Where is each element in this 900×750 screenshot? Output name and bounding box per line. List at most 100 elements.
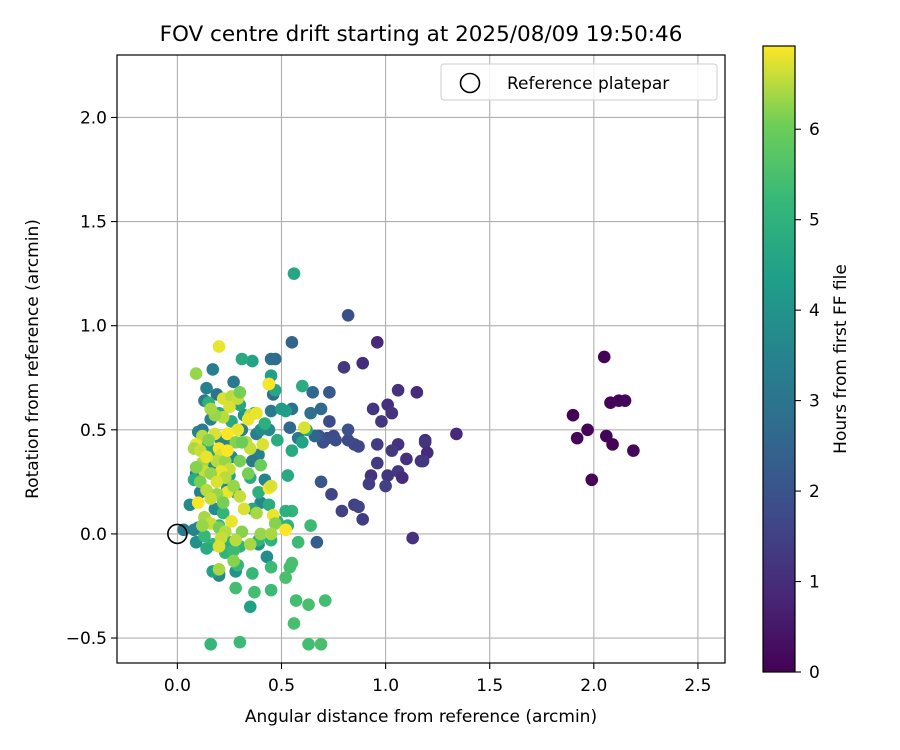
data-point — [337, 361, 351, 374]
data-point — [410, 386, 424, 399]
data-point — [258, 417, 272, 430]
data-point — [296, 379, 309, 393]
data-point — [289, 594, 303, 607]
data-point — [627, 444, 640, 457]
data-point — [262, 377, 276, 391]
data-point — [264, 479, 278, 493]
data-point — [606, 438, 619, 451]
data-point — [314, 637, 328, 651]
data-point — [406, 531, 419, 545]
legend-reference-marker — [459, 72, 481, 94]
data-point — [287, 617, 301, 630]
data-point — [221, 444, 234, 457]
y-axis-label: Rotation from reference (arcmin) — [23, 219, 43, 499]
colorbar-label: Hours from first FF file — [831, 264, 851, 454]
data-point — [279, 523, 292, 537]
data-point — [204, 637, 217, 651]
data-point — [225, 515, 238, 528]
data-point — [243, 600, 257, 614]
data-point — [231, 423, 245, 437]
data-point — [189, 367, 203, 380]
data-point — [329, 433, 342, 447]
data-point — [279, 504, 292, 518]
data-point — [229, 533, 242, 547]
data-point — [285, 336, 299, 349]
data-point — [264, 527, 278, 541]
data-point — [352, 500, 365, 514]
y-tick-label: 2.0 — [80, 108, 107, 128]
data-point — [395, 471, 409, 484]
x-tick-label: 0.0 — [164, 676, 191, 696]
data-point — [241, 413, 255, 426]
data-point — [400, 452, 413, 466]
data-point — [291, 535, 305, 549]
data-point — [264, 352, 278, 366]
data-point — [191, 496, 205, 509]
data-point — [212, 563, 226, 576]
data-point — [189, 460, 203, 474]
data-point — [227, 479, 240, 493]
x-tick-label: 2.0 — [580, 676, 607, 696]
data-point — [250, 506, 263, 520]
data-point — [241, 467, 255, 480]
data-point — [416, 454, 430, 468]
data-point — [271, 433, 284, 447]
data-point — [200, 450, 213, 464]
data-point — [585, 473, 599, 487]
data-point — [566, 408, 580, 422]
x-tick-label: 0.5 — [268, 676, 295, 696]
data-point — [314, 475, 328, 489]
chart-title: FOV centre drift starting at 2025/08/09 … — [160, 22, 683, 47]
data-point — [298, 421, 311, 435]
data-point — [198, 529, 211, 543]
data-point — [285, 444, 299, 457]
data-point — [204, 402, 217, 416]
data-point — [570, 431, 584, 445]
x-axis-label: Angular distance from reference (arcmin) — [245, 707, 597, 727]
data-point — [385, 444, 399, 457]
data-point — [391, 383, 405, 397]
data-point — [264, 560, 278, 574]
data-point — [352, 440, 365, 453]
data-point — [206, 363, 220, 376]
reference-platepar-marker — [167, 523, 188, 545]
data-point — [385, 406, 399, 420]
data-point — [341, 423, 355, 437]
data-point — [325, 488, 338, 501]
data-point — [370, 456, 384, 470]
grid-lines — [117, 55, 725, 663]
data-point — [264, 583, 278, 597]
data-point — [246, 567, 259, 580]
data-point — [341, 308, 355, 322]
data-point — [604, 396, 617, 410]
data-point — [212, 540, 226, 553]
data-point — [235, 435, 249, 449]
data-point — [281, 469, 295, 482]
data-point — [260, 550, 274, 564]
data-point — [264, 404, 278, 418]
colorbar-tick-label: 4 — [809, 301, 820, 321]
data-point — [204, 492, 217, 505]
legend-box — [440, 63, 718, 101]
data-point — [366, 402, 380, 416]
data-point — [302, 598, 315, 611]
data-point — [323, 415, 336, 428]
data-point — [370, 336, 384, 349]
data-point — [268, 517, 282, 530]
data-point — [285, 556, 299, 570]
data-point — [229, 581, 242, 595]
plot-frame — [116, 54, 726, 664]
x-tick-label: 1.5 — [476, 676, 503, 696]
data-point — [356, 513, 369, 526]
data-point — [279, 571, 292, 584]
legend-label-reference-platepar: Reference platepar — [507, 74, 669, 94]
data-points — [177, 267, 640, 651]
data-point — [310, 535, 324, 549]
colorbar-ticks: 0 1 2 3 4 5 6 — [795, 120, 820, 683]
data-point — [287, 267, 301, 280]
colorbar-tick-label: 2 — [809, 482, 820, 502]
data-point — [233, 454, 247, 468]
y-tick-label: 0.5 — [80, 421, 107, 441]
data-point — [252, 485, 265, 499]
